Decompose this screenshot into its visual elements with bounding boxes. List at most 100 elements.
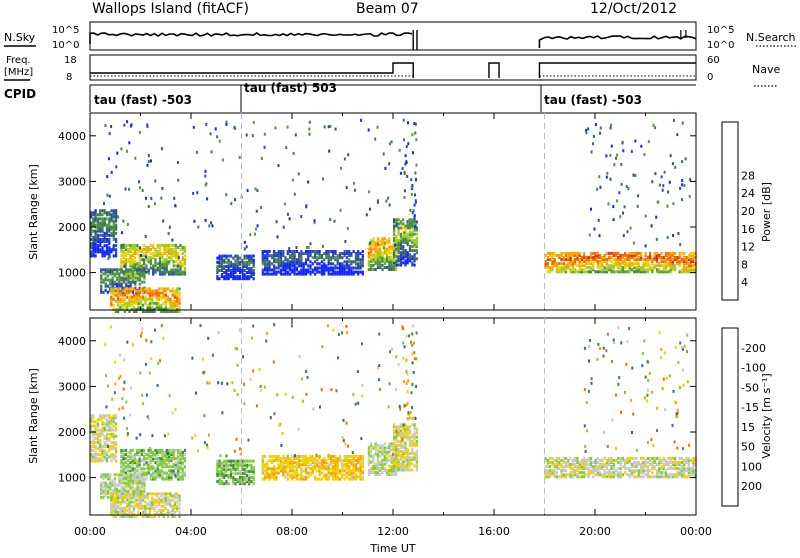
velocity-cell (597, 461, 599, 464)
velocity-cell (565, 461, 567, 464)
power-cell (128, 188, 130, 191)
velocity-cell (558, 467, 560, 470)
power-cell (570, 252, 572, 255)
velocity-cell (145, 467, 147, 470)
velocity-cell (248, 470, 250, 473)
power-cell (667, 191, 669, 194)
velocity-cell (141, 394, 143, 397)
power-cell (271, 273, 273, 276)
power-cell (407, 220, 409, 223)
velocity-cell (172, 499, 174, 502)
velocity-cell (99, 429, 101, 432)
velocity-cell (219, 470, 221, 473)
velocity-cell (225, 480, 227, 483)
velocity-cell (141, 490, 143, 493)
velocity-cell (167, 432, 169, 435)
velocity-cell (100, 482, 102, 485)
power-cell (287, 271, 289, 274)
power-cell (157, 267, 159, 270)
power-cell (134, 244, 136, 247)
power-cell (157, 244, 159, 247)
velocity-cell (105, 473, 107, 476)
velocity-cell (145, 339, 147, 342)
velocity-cell (346, 472, 348, 475)
velocity-cell (282, 455, 284, 458)
power-cell (681, 268, 683, 271)
power-cell (271, 269, 273, 272)
power-cell (175, 244, 177, 247)
velocity-cell (228, 464, 230, 467)
velocity-cell (549, 465, 551, 468)
power-cell (332, 262, 334, 265)
velocity-cell (581, 471, 583, 474)
power-cell (101, 213, 103, 216)
velocity-cell (101, 427, 103, 430)
power-cell (414, 233, 416, 236)
power-cell (649, 264, 651, 267)
velocity-cell (273, 465, 275, 468)
velocity-cell (132, 467, 134, 470)
power-cell (344, 260, 346, 263)
power-cell (177, 179, 179, 182)
power-cell (407, 121, 409, 124)
power-cell (122, 294, 124, 297)
freq-ytick-bottom: 8 (66, 72, 72, 83)
velocity-cell (142, 492, 144, 495)
power-cell (685, 157, 687, 160)
power-cell (97, 244, 99, 247)
power-cell (309, 133, 311, 136)
power-cell (139, 250, 141, 253)
velocity-cell (141, 467, 143, 470)
colorbar-tick-label: 20 (741, 205, 755, 218)
power-cell (353, 260, 355, 263)
power-cell (388, 246, 390, 249)
velocity-cell (400, 450, 402, 453)
power-cell (119, 292, 121, 295)
power-cell (154, 180, 156, 183)
velocity-cell (407, 425, 409, 428)
velocity-cell (386, 469, 388, 472)
power-cell (169, 298, 171, 301)
power-cell (563, 262, 565, 265)
power-cell (660, 270, 662, 273)
velocity-cell (178, 511, 180, 514)
power-cell (107, 194, 109, 197)
power-cell (384, 258, 386, 261)
power-cell (144, 287, 146, 290)
velocity-cell (567, 473, 569, 476)
power-cell (683, 184, 685, 187)
velocity-cell (545, 465, 547, 468)
power-cell (143, 268, 145, 271)
power-cell (319, 250, 321, 253)
velocity-cell (132, 455, 134, 458)
power-cell (176, 287, 178, 290)
power-cell (377, 237, 379, 240)
power-cell (140, 287, 142, 290)
velocity-cell (316, 469, 318, 472)
velocity-cell (95, 451, 97, 454)
velocity-cell (391, 442, 393, 445)
velocity-cell (124, 507, 126, 510)
power-cell (672, 258, 674, 261)
power-ylabel: Slant Range [km] (27, 164, 40, 260)
power-cell (613, 218, 615, 221)
power-cell (182, 252, 184, 255)
velocity-cell (119, 507, 121, 510)
power-cell (115, 224, 117, 227)
velocity-cell (411, 440, 413, 443)
power-cell (323, 252, 325, 255)
power-cell (107, 279, 109, 282)
velocity-cell (672, 467, 674, 470)
velocity-cell (563, 473, 565, 476)
velocity-cell (624, 471, 626, 474)
velocity-cell (234, 478, 236, 481)
power-cell (647, 256, 649, 259)
power-cell (126, 120, 128, 123)
velocity-cell (170, 469, 172, 472)
velocity-cell (219, 478, 221, 481)
velocity-cell (130, 473, 132, 476)
power-cell (638, 256, 640, 259)
velocity-cell (379, 451, 381, 454)
power-cell (316, 256, 318, 259)
velocity-cell (104, 343, 106, 346)
